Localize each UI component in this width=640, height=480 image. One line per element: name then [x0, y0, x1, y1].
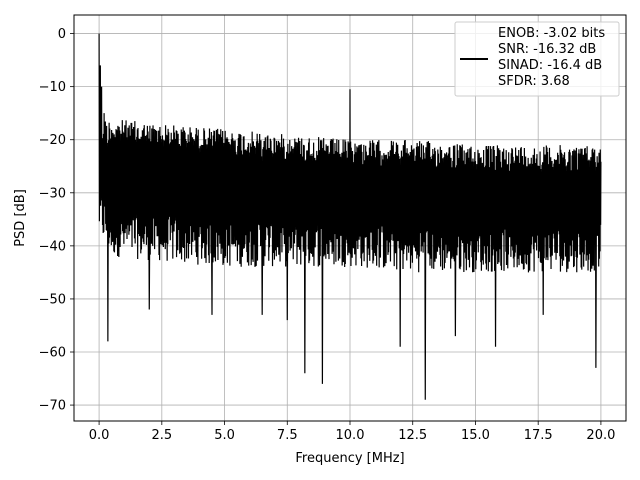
legend-box	[454, 21, 620, 97]
y-tick-label: 0	[58, 27, 66, 42]
y-axis-ticks: 0 −10 −20 −30 −40 −50 −60 −70	[39, 27, 74, 414]
x-tick-label: 12.5	[398, 428, 427, 443]
y-tick-label: −20	[39, 133, 66, 148]
series-psd	[98, 33, 602, 400]
x-tick-label: 20.0	[586, 428, 615, 443]
y-tick-label: −70	[39, 399, 66, 414]
legend-sfdr: SFDR: 3.68	[498, 74, 570, 89]
x-tick-label: 2.5	[151, 428, 172, 443]
y-axis-label: PSD [dB]	[13, 189, 28, 247]
psd-trace	[98, 33, 602, 400]
x-tick-label: 7.5	[277, 428, 298, 443]
y-tick-label: −10	[39, 80, 66, 95]
legend-snr: SNR: -16.32 dB	[498, 42, 596, 57]
y-tick-label: −50	[39, 292, 66, 307]
y-tick-label: −40	[39, 239, 66, 254]
y-tick-label: −30	[39, 186, 66, 201]
legend-enob: ENOB: -3.02 bits	[498, 26, 605, 41]
x-tick-label: 15.0	[461, 428, 490, 443]
x-axis-ticks: 0.0 2.5 5.0 7.5 10.0 12.5 15.0 17.5 20.0	[89, 421, 615, 443]
x-tick-label: 5.0	[214, 428, 235, 443]
x-tick-label: 17.5	[524, 428, 553, 443]
legend: ENOB: -3.02 bits SNR: -16.32 dB SINAD: -…	[454, 21, 620, 97]
x-axis-label: Frequency [MHz]	[295, 451, 404, 466]
y-tick-label: −60	[39, 346, 66, 361]
x-tick-label: 0.0	[89, 428, 110, 443]
legend-sinad: SINAD: -16.4 dB	[498, 58, 602, 73]
x-tick-label: 10.0	[336, 428, 365, 443]
